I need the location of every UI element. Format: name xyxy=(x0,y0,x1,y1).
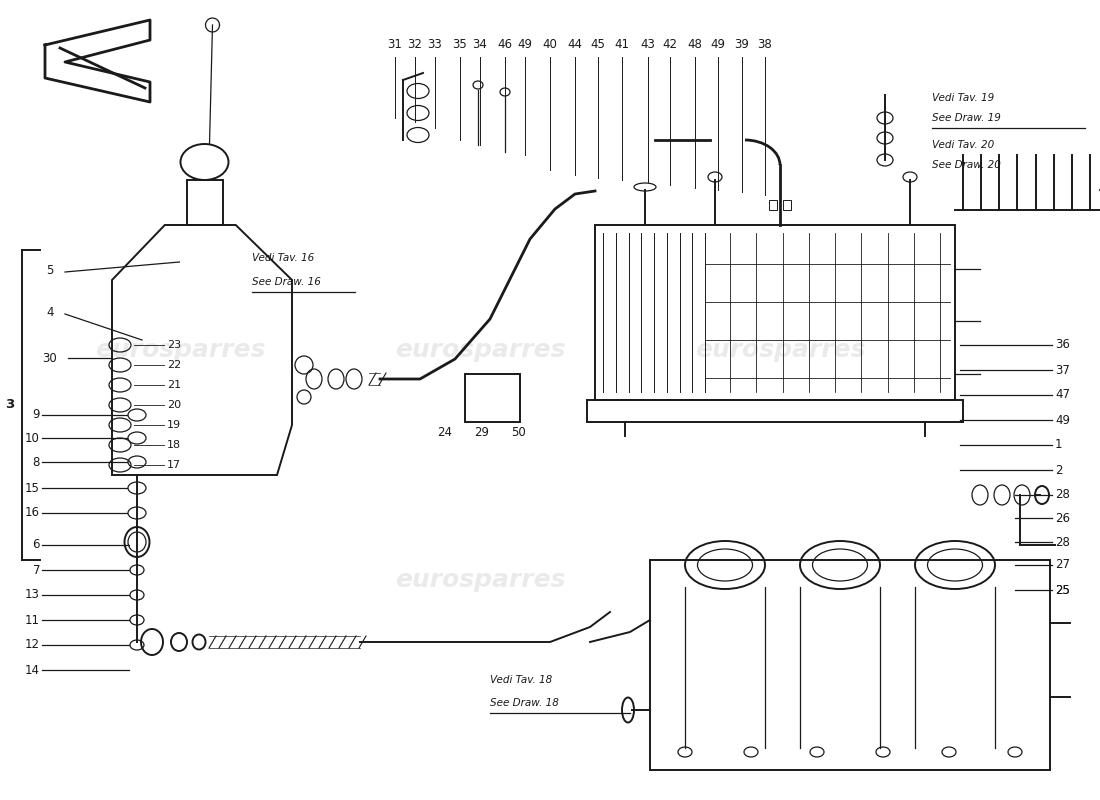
Bar xyxy=(187,180,222,225)
Bar xyxy=(595,225,955,400)
Text: 6: 6 xyxy=(33,538,40,551)
Text: 28: 28 xyxy=(1055,489,1070,502)
Bar xyxy=(587,400,962,422)
Text: Vedi Tav. 19: Vedi Tav. 19 xyxy=(932,93,994,103)
Text: 2: 2 xyxy=(1055,463,1063,477)
Text: 4: 4 xyxy=(46,306,54,318)
Text: 34: 34 xyxy=(473,38,487,51)
Text: Vedi Tav. 16: Vedi Tav. 16 xyxy=(252,253,315,263)
Text: 47: 47 xyxy=(1055,389,1070,402)
Text: 5: 5 xyxy=(46,263,54,277)
Text: 44: 44 xyxy=(568,38,583,51)
Text: 36: 36 xyxy=(1055,338,1070,351)
Text: 33: 33 xyxy=(428,38,442,51)
Text: eurosparres: eurosparres xyxy=(395,338,565,362)
Text: 49: 49 xyxy=(711,38,726,51)
Text: 15: 15 xyxy=(25,482,40,494)
Text: Vedi Tav. 20: Vedi Tav. 20 xyxy=(932,140,994,150)
Text: 45: 45 xyxy=(591,38,605,51)
Text: 11: 11 xyxy=(25,614,40,626)
Text: 50: 50 xyxy=(510,426,526,438)
Text: 21: 21 xyxy=(167,380,182,390)
Text: 8: 8 xyxy=(33,455,40,469)
Text: 9: 9 xyxy=(33,409,40,422)
Text: See Draw. 19: See Draw. 19 xyxy=(932,113,1001,123)
Text: 40: 40 xyxy=(542,38,558,51)
Text: 49: 49 xyxy=(1055,414,1070,426)
Text: 1: 1 xyxy=(1055,438,1063,451)
Text: See Draw. 18: See Draw. 18 xyxy=(490,698,559,708)
Text: 27: 27 xyxy=(1055,558,1070,571)
Text: 48: 48 xyxy=(688,38,703,51)
Text: 39: 39 xyxy=(735,38,749,51)
Text: 14: 14 xyxy=(25,663,40,677)
Text: See Draw. 16: See Draw. 16 xyxy=(252,277,321,287)
Text: 29: 29 xyxy=(474,426,490,438)
Text: 24: 24 xyxy=(438,426,452,438)
Text: 18: 18 xyxy=(167,440,182,450)
Bar xyxy=(769,200,777,210)
Text: 28: 28 xyxy=(1055,535,1070,549)
Text: 25: 25 xyxy=(1055,583,1070,597)
Text: 13: 13 xyxy=(25,589,40,602)
Text: 23: 23 xyxy=(167,340,182,350)
Text: See Draw. 20: See Draw. 20 xyxy=(932,160,1001,170)
Bar xyxy=(465,374,520,422)
Text: 42: 42 xyxy=(662,38,678,51)
Text: 41: 41 xyxy=(615,38,629,51)
Text: 35: 35 xyxy=(452,38,468,51)
Text: eurosparres: eurosparres xyxy=(695,338,866,362)
Text: 31: 31 xyxy=(387,38,403,51)
Text: 22: 22 xyxy=(167,360,182,370)
Text: eurosparres: eurosparres xyxy=(95,338,265,362)
Text: 19: 19 xyxy=(167,420,182,430)
Text: 46: 46 xyxy=(497,38,513,51)
Text: 49: 49 xyxy=(517,38,532,51)
Text: 10: 10 xyxy=(25,431,40,445)
Text: 7: 7 xyxy=(33,563,40,577)
Text: 17: 17 xyxy=(167,460,182,470)
Text: eurosparres: eurosparres xyxy=(395,568,565,592)
Text: 37: 37 xyxy=(1055,363,1070,377)
Text: 38: 38 xyxy=(758,38,772,51)
Text: 26: 26 xyxy=(1055,511,1070,525)
Text: Vedi Tav. 18: Vedi Tav. 18 xyxy=(490,675,552,685)
Bar xyxy=(650,560,1050,770)
Text: 20: 20 xyxy=(167,400,182,410)
Text: 30: 30 xyxy=(43,351,57,365)
Text: 16: 16 xyxy=(25,506,40,519)
Text: 43: 43 xyxy=(640,38,656,51)
Text: 3: 3 xyxy=(6,398,14,411)
Text: 25: 25 xyxy=(1055,583,1070,597)
Text: 12: 12 xyxy=(25,638,40,651)
Bar xyxy=(783,200,791,210)
Text: 32: 32 xyxy=(408,38,422,51)
